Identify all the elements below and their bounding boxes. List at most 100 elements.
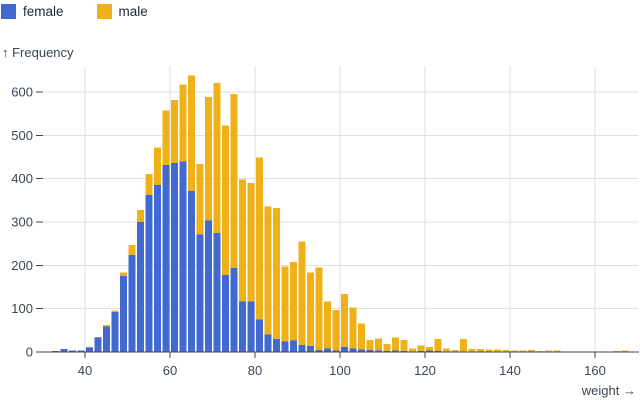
bar-segment-female: [136, 222, 144, 352]
bar-segment-male: [162, 110, 170, 165]
legend: female male: [1, 3, 148, 19]
bar-segment-female: [204, 220, 212, 352]
x-tick-label: 100: [329, 363, 351, 378]
bar-segment-female: [170, 163, 178, 352]
bar-segment-female: [85, 347, 93, 352]
bar-segment-female: [77, 350, 85, 352]
bar-segment-male: [391, 337, 399, 351]
bar-segment-male: [119, 272, 127, 277]
bar-segment-female: [128, 254, 136, 352]
bar-segment-male: [179, 84, 187, 162]
bar-segment-male: [332, 309, 340, 351]
bar-segment-male: [102, 325, 110, 327]
bar-segment-female: [306, 345, 314, 352]
bar-segment-male: [272, 208, 280, 339]
y-tick-label: 600: [11, 85, 33, 100]
legend-item-male: male: [96, 3, 148, 19]
bar-segment-male: [153, 147, 161, 186]
bar-segment-male: [400, 339, 408, 352]
y-axis-title: ↑ Frequency: [2, 45, 74, 60]
bar-segment-female: [153, 185, 161, 352]
bar-segment-male: [315, 267, 323, 350]
x-tick-label: 40: [78, 363, 92, 378]
bar-segment-female: [68, 350, 76, 352]
bar-segment-female: [264, 334, 272, 352]
bar-segment-female: [298, 345, 306, 352]
bar-segment-female: [238, 301, 246, 352]
bar-segment-male: [502, 349, 510, 352]
bar-segment-female: [357, 349, 365, 352]
bar-segment-male: [434, 339, 442, 352]
bar-segment-male: [230, 94, 238, 268]
bar-segment-female: [272, 339, 280, 352]
bar-segment-male: [255, 157, 263, 320]
bar-segment-male: [145, 173, 153, 196]
bar-segment-female: [162, 164, 170, 352]
bar-segment-male: [289, 261, 297, 341]
bar-segment-male: [238, 179, 246, 302]
male-swatch-icon: [96, 3, 112, 19]
bar-segment-male: [468, 348, 476, 352]
bar-segment-female: [391, 350, 399, 352]
bar-segment-male: [170, 99, 178, 164]
bar-segment-male: [374, 338, 382, 351]
bar-segment-male: [187, 75, 195, 191]
bar-segment-female: [315, 349, 323, 352]
bar-segment-male: [204, 97, 212, 221]
bar-segment-male: [349, 307, 357, 349]
bar-segment-female: [119, 276, 127, 352]
bar-segment-male: [264, 206, 272, 335]
bar-segment-male: [213, 82, 221, 233]
bar-segment-female: [425, 350, 433, 352]
bar-segment-female: [230, 267, 238, 352]
y-tick-label: 100: [11, 301, 33, 316]
bar-segment-male: [442, 348, 450, 352]
bar-segment-male: [459, 339, 467, 352]
bar-segment-female: [213, 232, 221, 352]
bar-segment-male: [366, 339, 374, 350]
bar-segment-female: [247, 301, 255, 352]
bar-segment-male: [553, 350, 561, 352]
bar-segment-male: [527, 349, 535, 352]
bar-segment-female: [187, 190, 195, 352]
x-tick-label: 120: [414, 363, 436, 378]
y-tick-label: 0: [26, 345, 33, 360]
bar-segment-female: [366, 349, 374, 352]
bar-segment-male: [621, 350, 629, 352]
bar-segment-female: [332, 350, 340, 352]
bar-segment-female: [323, 348, 331, 352]
bar-segment-male: [476, 348, 484, 352]
bar-segment-female: [281, 341, 289, 352]
y-tick-label: 200: [11, 258, 33, 273]
bar-segment-male: [128, 244, 136, 255]
bar-segment-female: [374, 350, 382, 352]
bar-segment-female: [179, 161, 187, 352]
bar-segment-male: [323, 301, 331, 349]
bar-segment-male: [111, 310, 119, 313]
bar-segment-male: [383, 344, 391, 352]
bar-segment-male: [485, 349, 493, 352]
y-tick-label: 300: [11, 215, 33, 230]
bar-segment-female: [349, 348, 357, 352]
bar-segment-male: [306, 272, 314, 346]
bar-segment-male: [357, 323, 365, 350]
bar-segment-female: [145, 195, 153, 352]
bar-segment-male: [408, 348, 416, 352]
female-swatch-icon: [1, 3, 16, 19]
bar-segment-female: [289, 340, 297, 352]
bar-segment-male: [451, 349, 459, 352]
x-tick-label: 160: [584, 363, 606, 378]
bar-segment-male: [281, 266, 289, 342]
bar-segment-male: [298, 241, 306, 346]
bar-segment-female: [340, 347, 348, 352]
legend-label-male: male: [118, 3, 148, 19]
bar-segment-male: [340, 293, 348, 348]
bar-segment-male: [544, 350, 552, 352]
x-tick-label: 140: [499, 363, 521, 378]
x-tick-label: 60: [163, 363, 177, 378]
bar-segment-male: [493, 349, 501, 352]
bar-segment-male: [417, 345, 425, 352]
bar-segment-male: [136, 209, 144, 222]
bar-segment-female: [94, 337, 102, 352]
